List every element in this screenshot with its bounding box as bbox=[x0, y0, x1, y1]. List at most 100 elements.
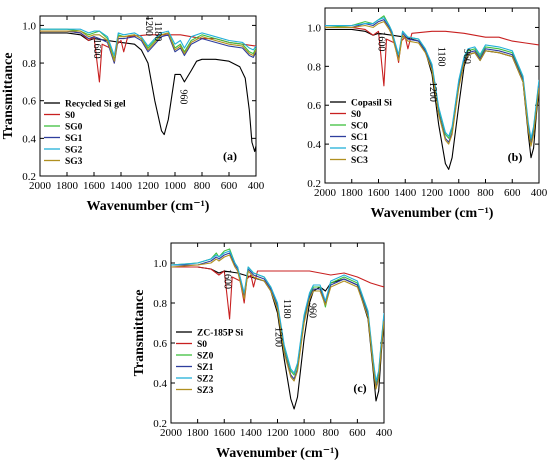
y-tick-label: 0.8 bbox=[153, 298, 167, 310]
legend-label: S0 bbox=[197, 340, 207, 350]
series-line-sc3 bbox=[325, 21, 539, 147]
y-tick-label: 0.6 bbox=[22, 96, 36, 108]
x-tick-label: 1600 bbox=[368, 187, 391, 199]
legend-label: ZC-185P Si bbox=[197, 329, 244, 339]
legend-label: SG3 bbox=[65, 157, 83, 167]
series-line-sc0 bbox=[325, 15, 539, 141]
x-axis-title: Wavenumber (cm⁻¹) bbox=[87, 199, 210, 214]
x-tick-label: 1400 bbox=[394, 187, 417, 199]
y-axis-title: Transmittance bbox=[1, 53, 16, 140]
y-axis-title: Transmittance bbox=[132, 290, 147, 377]
series-line-sg0 bbox=[40, 28, 256, 60]
series-line-sz2 bbox=[171, 250, 384, 382]
legend-label: SG1 bbox=[65, 134, 83, 144]
x-tick-label: 400 bbox=[248, 180, 265, 192]
x-tick-label: 1200 bbox=[267, 427, 290, 439]
x-tick-label: 600 bbox=[221, 180, 238, 192]
legend-label: SG0 bbox=[65, 123, 83, 133]
y-tick-label: 1.0 bbox=[307, 22, 321, 34]
series-line-sz3 bbox=[171, 254, 384, 390]
panel-label: (c) bbox=[353, 381, 366, 395]
x-tick-label: 1600 bbox=[213, 427, 236, 439]
legend-label: SZ3 bbox=[197, 386, 214, 396]
series-line-s0 bbox=[40, 30, 256, 83]
x-tick-label: 800 bbox=[477, 187, 494, 199]
x-tick-label: 400 bbox=[376, 427, 393, 439]
x-tick-label: 1800 bbox=[341, 187, 364, 199]
y-tick-label: 0.2 bbox=[153, 418, 167, 430]
legend-label: Copasil Si bbox=[351, 99, 392, 109]
x-tick-label: 2000 bbox=[29, 180, 52, 192]
peak-annotation: 1600 bbox=[376, 31, 387, 51]
x-tick-label: 1800 bbox=[56, 180, 79, 192]
y-tick-label: 0.8 bbox=[22, 58, 36, 70]
panel-label: (a) bbox=[223, 149, 237, 163]
peak-annotation: 1180 bbox=[436, 47, 447, 67]
series-line-sz0 bbox=[171, 248, 384, 384]
x-tick-label: 800 bbox=[323, 427, 340, 439]
peak-annotation: 960 bbox=[461, 49, 472, 64]
y-tick-label: 0.4 bbox=[22, 133, 36, 145]
legend-label: SG2 bbox=[65, 146, 83, 156]
legend-label: S0 bbox=[351, 110, 361, 120]
peak-annotation: 1600 bbox=[221, 269, 232, 289]
series-line-sg1 bbox=[40, 30, 256, 64]
x-tick-label: 1000 bbox=[293, 427, 316, 439]
x-tick-label: 1200 bbox=[421, 187, 444, 199]
x-tick-label: 600 bbox=[349, 427, 366, 439]
peak-annotation: 1180 bbox=[281, 299, 292, 319]
y-tick-label: 0.4 bbox=[153, 378, 167, 390]
chart-panel-a: 2000 1800 1600 1400 1200 1000 800 600 400 0.2 0.4 0… bbox=[1, 15, 265, 214]
y-tick-label: 0.6 bbox=[153, 338, 167, 350]
y-tick-label: 0.6 bbox=[307, 100, 321, 112]
peak-annotation: 960 bbox=[306, 303, 317, 318]
x-tick-label: 600 bbox=[504, 187, 521, 199]
x-tick-label: 1000 bbox=[448, 187, 471, 199]
chart-panel-b: 2000 1800 1600 1400 1200 1000 800 600 4000.20.40… bbox=[307, 7, 548, 221]
legend-label: Recycled Si gel bbox=[65, 100, 126, 110]
series-line-s0 bbox=[171, 266, 384, 320]
peak-annotation: 1200 bbox=[427, 82, 438, 102]
peak-annotation: 960 bbox=[177, 89, 188, 104]
series-line-s0 bbox=[325, 26, 539, 87]
legend-label: SC0 bbox=[351, 122, 368, 132]
legend-label: SZ1 bbox=[197, 363, 214, 373]
y-tick-label: 0.2 bbox=[307, 178, 321, 190]
x-axis-title: Wavenumber (cm⁻¹) bbox=[371, 206, 494, 221]
x-tick-label: 1000 bbox=[164, 180, 187, 192]
legend-label: SC2 bbox=[351, 145, 368, 155]
legend-label: SZ2 bbox=[197, 375, 214, 385]
series-line-sc1 bbox=[325, 19, 539, 145]
y-tick-label: 0.2 bbox=[22, 171, 36, 183]
chart-panel-c: 2000 1800 1600 1400 1200 1000 800 600 4000.20.40… bbox=[132, 242, 393, 461]
y-tick-label: 1.0 bbox=[22, 20, 36, 32]
y-tick-label: 1.0 bbox=[153, 258, 167, 270]
x-tick-label: 1400 bbox=[110, 180, 133, 192]
x-tick-label: 2000 bbox=[160, 427, 183, 439]
x-tick-label: 1400 bbox=[240, 427, 263, 439]
series-line-sc2 bbox=[325, 17, 539, 139]
peak-annotation: 1180 bbox=[152, 22, 163, 42]
series-group bbox=[325, 15, 539, 170]
legend-label: SZ0 bbox=[197, 352, 214, 362]
x-tick-label: 2000 bbox=[314, 187, 337, 199]
peak-annotation: 1200 bbox=[273, 327, 284, 347]
x-tick-label: 1600 bbox=[83, 180, 106, 192]
series-group bbox=[171, 248, 384, 410]
legend-label: SC1 bbox=[351, 133, 368, 143]
peak-annotation: 1200 bbox=[143, 16, 154, 36]
series-line-sg3 bbox=[40, 30, 256, 62]
legend-label: SC3 bbox=[351, 156, 368, 166]
x-axis-title: Wavenumber (cm⁻¹) bbox=[216, 446, 339, 460]
y-tick-label: 0.8 bbox=[307, 61, 321, 73]
x-tick-label: 1800 bbox=[187, 427, 210, 439]
x-tick-label: 800 bbox=[194, 180, 211, 192]
legend-label: S0 bbox=[65, 111, 75, 121]
x-tick-label: 400 bbox=[531, 187, 548, 199]
y-tick-label: 0.4 bbox=[307, 139, 321, 151]
series-group bbox=[40, 28, 256, 153]
series-line-sg2 bbox=[40, 28, 256, 57]
x-tick-label: 1200 bbox=[137, 180, 160, 192]
